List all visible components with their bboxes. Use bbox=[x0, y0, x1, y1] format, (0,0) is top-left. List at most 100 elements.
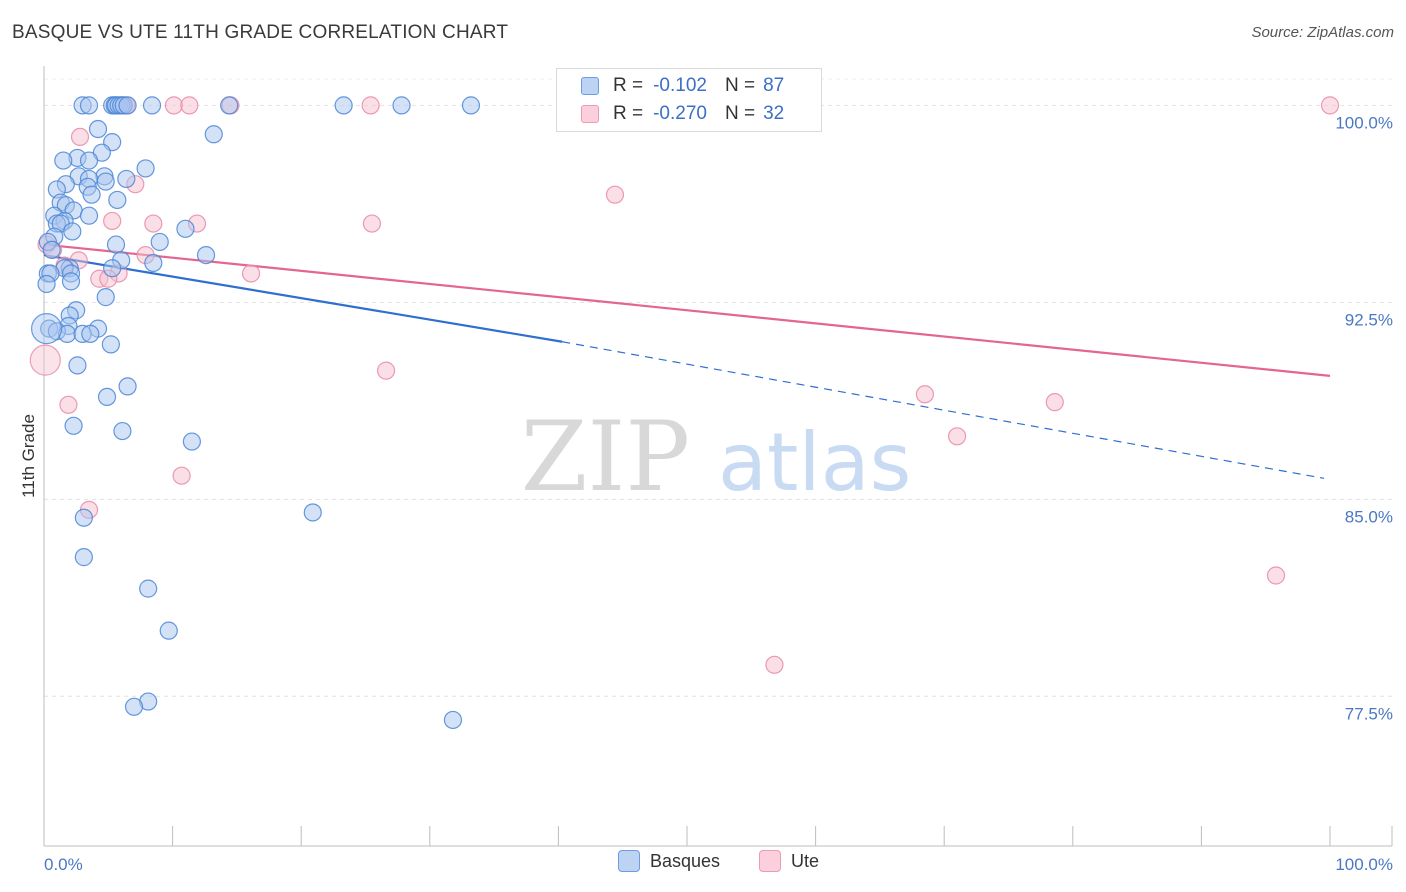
gridlines bbox=[44, 78, 1392, 697]
point-basques bbox=[97, 387, 117, 407]
point-ute bbox=[172, 466, 191, 485]
point-basques bbox=[88, 119, 108, 139]
source-credit: Source: ZipAtlas.com bbox=[1251, 24, 1394, 41]
legend-r-label: R = bbox=[613, 103, 644, 124]
point-basques bbox=[42, 240, 61, 259]
point-basques bbox=[220, 96, 239, 115]
series-swatch-ute bbox=[759, 850, 781, 872]
point-basques bbox=[204, 125, 223, 144]
point-basques bbox=[461, 96, 481, 115]
point-ute bbox=[605, 185, 625, 204]
series-label-ute: Ute bbox=[791, 850, 820, 871]
point-basques bbox=[63, 222, 82, 241]
point-basques bbox=[139, 579, 158, 598]
point-basques bbox=[74, 508, 93, 527]
legend-n-value: 32 bbox=[763, 103, 785, 124]
point-ute bbox=[144, 214, 163, 233]
point-basques bbox=[79, 206, 99, 225]
point-basques bbox=[79, 151, 99, 170]
series-legend-basques[interactable]: Basques bbox=[618, 850, 720, 872]
point-basques bbox=[61, 272, 81, 291]
legend-n-label: N = bbox=[724, 75, 756, 96]
point-basques bbox=[150, 232, 169, 252]
series-swatch-basques bbox=[618, 850, 640, 872]
legend-n-label: N = bbox=[724, 103, 756, 124]
point-ute bbox=[70, 127, 90, 147]
point-basques bbox=[37, 274, 56, 294]
point-basques bbox=[176, 219, 195, 238]
y-tick-label: 100.0% bbox=[1335, 113, 1393, 132]
series-label-basques: Basques bbox=[650, 850, 721, 871]
point-basques bbox=[54, 151, 73, 170]
point-basques bbox=[117, 169, 136, 189]
legend-swatch-basques bbox=[581, 77, 599, 95]
point-ute bbox=[1320, 96, 1340, 115]
y-tick-label: 77.5% bbox=[1345, 704, 1393, 723]
point-ute bbox=[241, 264, 261, 283]
trend-line-ute bbox=[43, 243, 1331, 377]
point-basques-large bbox=[30, 313, 63, 345]
watermark: ZIP atlas bbox=[521, 401, 912, 513]
point-ute bbox=[59, 395, 78, 414]
point-ute bbox=[947, 427, 967, 446]
point-basques bbox=[142, 96, 162, 115]
legend-n-value: 87 bbox=[763, 75, 785, 96]
x-tick-label: 100.0% bbox=[1335, 855, 1393, 874]
point-basques bbox=[118, 96, 137, 115]
point-basques bbox=[101, 335, 120, 354]
point-basques bbox=[103, 259, 122, 278]
point-basques bbox=[303, 503, 322, 522]
trend-line-basques-extension bbox=[562, 341, 1325, 479]
point-basques bbox=[334, 96, 353, 115]
point-basques bbox=[124, 697, 144, 716]
point-ute bbox=[361, 96, 380, 115]
point-ute bbox=[164, 96, 183, 115]
point-basques bbox=[74, 548, 93, 567]
point-basques bbox=[81, 324, 100, 343]
point-ute bbox=[1266, 566, 1286, 585]
point-ute bbox=[362, 214, 382, 233]
point-ute-large bbox=[29, 344, 61, 376]
point-basques bbox=[159, 621, 178, 640]
watermark-zip: ZIP bbox=[521, 401, 690, 513]
legend-r-label: R = bbox=[613, 75, 644, 96]
point-basques bbox=[443, 710, 463, 730]
point-basques bbox=[96, 288, 115, 307]
y-axis-title: 11th Grade bbox=[19, 414, 38, 498]
stats-legend: R = -0.102 N = 87 R = -0.270 N = 32 bbox=[556, 68, 822, 132]
point-ute bbox=[765, 655, 784, 674]
y-tick-label: 92.5% bbox=[1345, 310, 1393, 329]
trend-lines bbox=[43, 243, 1331, 479]
point-basques bbox=[79, 96, 99, 115]
point-ute bbox=[103, 211, 122, 231]
legend-row-basques: R = -0.102 N = 87 bbox=[581, 72, 784, 100]
legend-swatch-ute bbox=[581, 105, 599, 123]
x-tick-label: 0.0% bbox=[44, 855, 83, 874]
point-basques bbox=[118, 377, 137, 396]
point-ute bbox=[1045, 393, 1064, 412]
point-basques bbox=[113, 421, 132, 441]
data-points bbox=[29, 96, 1340, 730]
point-ute bbox=[915, 385, 935, 404]
axis-labels: 77.5% 85.0% 92.5% 100.0% 0.0% 100.0% 11th Grad… bbox=[19, 113, 1393, 874]
point-basques bbox=[196, 245, 216, 265]
point-basques bbox=[96, 172, 115, 191]
series-legend-ute[interactable]: Ute bbox=[759, 850, 819, 872]
point-basques bbox=[64, 416, 83, 435]
watermark-atlas: atlas bbox=[718, 416, 911, 509]
point-basques bbox=[392, 96, 411, 115]
legend-r-value: -0.270 bbox=[653, 103, 707, 124]
point-basques bbox=[68, 356, 87, 375]
legend-row-ute: R = -0.270 N = 32 bbox=[581, 100, 784, 128]
point-basques bbox=[182, 432, 201, 451]
point-basques bbox=[136, 159, 155, 178]
point-ute bbox=[376, 361, 396, 380]
point-basques bbox=[82, 185, 101, 204]
legend-r-value: -0.102 bbox=[653, 75, 707, 96]
chart-title: BASQUE VS UTE 11TH GRADE CORRELATION CHA… bbox=[12, 22, 509, 43]
trend-line-basques bbox=[43, 254, 563, 343]
y-tick-label: 85.0% bbox=[1345, 507, 1393, 526]
point-basques bbox=[106, 235, 126, 254]
axes bbox=[43, 66, 1393, 847]
